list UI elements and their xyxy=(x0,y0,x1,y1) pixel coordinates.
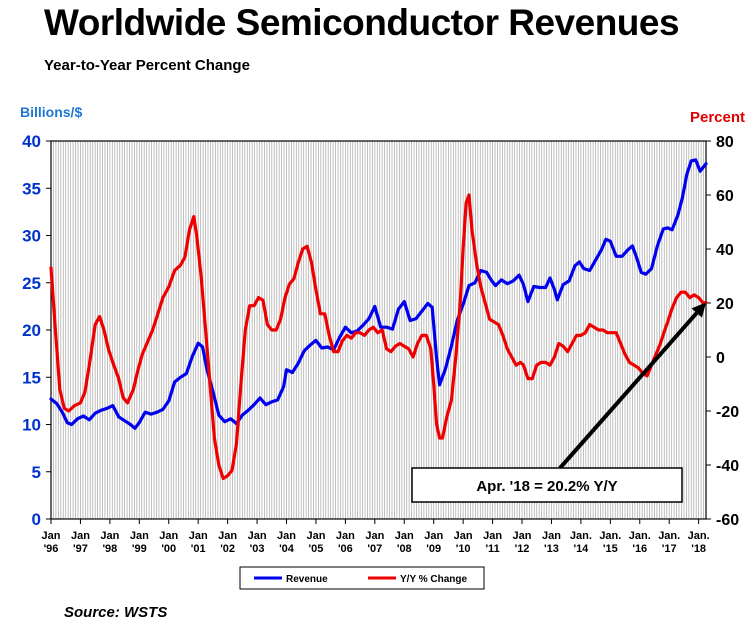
x-tick-label-month: Jan xyxy=(424,530,443,542)
chart-subtitle: Year-to-Year Percent Change xyxy=(44,57,250,74)
x-tick-label-year: '04 xyxy=(279,543,295,555)
right-tick-label: -60 xyxy=(716,512,739,529)
x-tick-label-month: Jan xyxy=(130,530,149,542)
chart-title: Worldwide Semiconductor Revenues xyxy=(44,2,680,43)
left-tick-label: 20 xyxy=(22,321,41,340)
left-tick-label: 15 xyxy=(22,368,41,387)
annotation-arrow-line xyxy=(558,311,699,470)
legend-label-yoy: Y/Y % Change xyxy=(400,574,467,585)
x-tick-label-month: Jan xyxy=(71,530,90,542)
x-tick-label-month: Jan xyxy=(189,530,208,542)
x-tick-label-year: '11 xyxy=(485,543,499,555)
x-tick-label-month: Jan xyxy=(365,530,384,542)
series-layer xyxy=(49,158,708,481)
x-tick-label-month: Jan xyxy=(248,530,267,542)
left-tick-label: 0 xyxy=(32,510,41,529)
right-tick-label: 0 xyxy=(716,350,725,367)
x-tick-label-year: '97 xyxy=(73,543,88,555)
right-tick-label: -20 xyxy=(716,404,739,421)
x-axis-ticks: Jan'96Jan'97Jan'98Jan'99Jan'00Jan'01Jan'… xyxy=(42,519,710,555)
x-tick-label-year: '12 xyxy=(515,543,530,555)
x-tick-label-year: '96 xyxy=(44,543,59,555)
x-tick-label-year: '15 xyxy=(603,543,618,555)
right-tick-label: -40 xyxy=(716,458,739,475)
x-tick-label-year: '02 xyxy=(220,543,235,555)
x-tick-label-year: '06 xyxy=(338,543,353,555)
left-axis-title: Billions/$ xyxy=(20,104,82,120)
x-tick-label-month: Jan xyxy=(336,530,355,542)
x-tick-label-month: Jan. xyxy=(688,530,710,542)
x-tick-label-month: Jan xyxy=(454,530,473,542)
x-tick-label-year: '09 xyxy=(426,543,441,555)
yoy-change-series-line xyxy=(49,193,708,481)
left-tick-label: 5 xyxy=(32,463,41,482)
x-tick-label-month: Jan xyxy=(277,530,296,542)
legend: Revenue Y/Y % Change xyxy=(239,566,485,590)
x-tick-label-month: Jan xyxy=(306,530,325,542)
x-tick-label-year: '07 xyxy=(367,543,382,555)
left-tick-label: 35 xyxy=(22,179,41,198)
left-tick-label: 25 xyxy=(22,274,41,293)
x-tick-label-year: '03 xyxy=(250,543,265,555)
legend-box xyxy=(239,566,485,590)
right-tick-label: 60 xyxy=(716,188,734,205)
x-tick-label-year: '13 xyxy=(544,543,559,555)
x-tick-label-month: Jan xyxy=(513,530,532,542)
right-tick-label: 80 xyxy=(716,134,734,151)
x-tick-label-year: '05 xyxy=(309,543,324,555)
left-axis-ticks: 0 5 10 15 20 25 30 35 40 xyxy=(22,132,51,529)
right-tick-label: 20 xyxy=(716,296,734,313)
annotation: Apr. '18 = 20.2% Y/Y xyxy=(411,302,706,503)
left-tick-label: 10 xyxy=(22,416,41,435)
x-tick-label-month: Jan xyxy=(159,530,178,542)
x-tick-label-year: '01 xyxy=(191,543,206,555)
x-tick-label-year: '14 xyxy=(573,543,589,555)
x-tick-label-month: Jan xyxy=(483,530,502,542)
x-tick-label-year: '10 xyxy=(456,543,471,555)
right-tick-label: 40 xyxy=(716,242,734,259)
x-tick-label-year: '08 xyxy=(397,543,412,555)
source-note: Source: WSTS xyxy=(64,604,168,621)
x-tick-label-month: Jan xyxy=(42,530,61,542)
x-tick-label-month: Jan xyxy=(100,530,119,542)
x-tick-label-year: '18 xyxy=(691,543,706,555)
x-tick-label-year: '17 xyxy=(662,543,677,555)
x-tick-label-month: Jan. xyxy=(599,530,621,542)
x-tick-label-month: Jan xyxy=(218,530,237,542)
right-axis-ticks: -60 -40 -20 0 20 40 60 80 xyxy=(706,134,739,529)
revenue-series-line xyxy=(49,158,708,430)
legend-label-revenue: Revenue xyxy=(286,574,328,585)
annotation-arrow-head xyxy=(691,302,706,318)
annotation-box xyxy=(411,467,683,503)
right-axis-title: Percent xyxy=(690,109,745,126)
x-tick-label-month: Jan xyxy=(395,530,414,542)
x-tick-label-month: Jan. xyxy=(658,530,680,542)
x-tick-label-year: '98 xyxy=(102,543,117,555)
x-tick-label-month: Jan. xyxy=(570,530,592,542)
left-tick-label: 30 xyxy=(22,227,41,246)
x-tick-label-month: Jan. xyxy=(629,530,651,542)
annotation-text: Apr. '18 = 20.2% Y/Y xyxy=(476,478,617,495)
left-tick-label: 40 xyxy=(22,132,41,151)
x-tick-label-month: Jan xyxy=(542,530,561,542)
x-tick-label-year: '16 xyxy=(632,543,647,555)
x-tick-label-year: '99 xyxy=(132,543,147,555)
x-tick-label-year: '00 xyxy=(161,543,176,555)
